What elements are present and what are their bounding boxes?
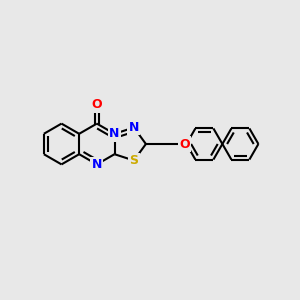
Text: N: N [129, 121, 139, 134]
Text: S: S [129, 154, 138, 167]
Text: O: O [92, 98, 102, 112]
Text: O: O [180, 137, 190, 151]
Text: N: N [92, 158, 102, 171]
Text: N: N [109, 127, 120, 140]
